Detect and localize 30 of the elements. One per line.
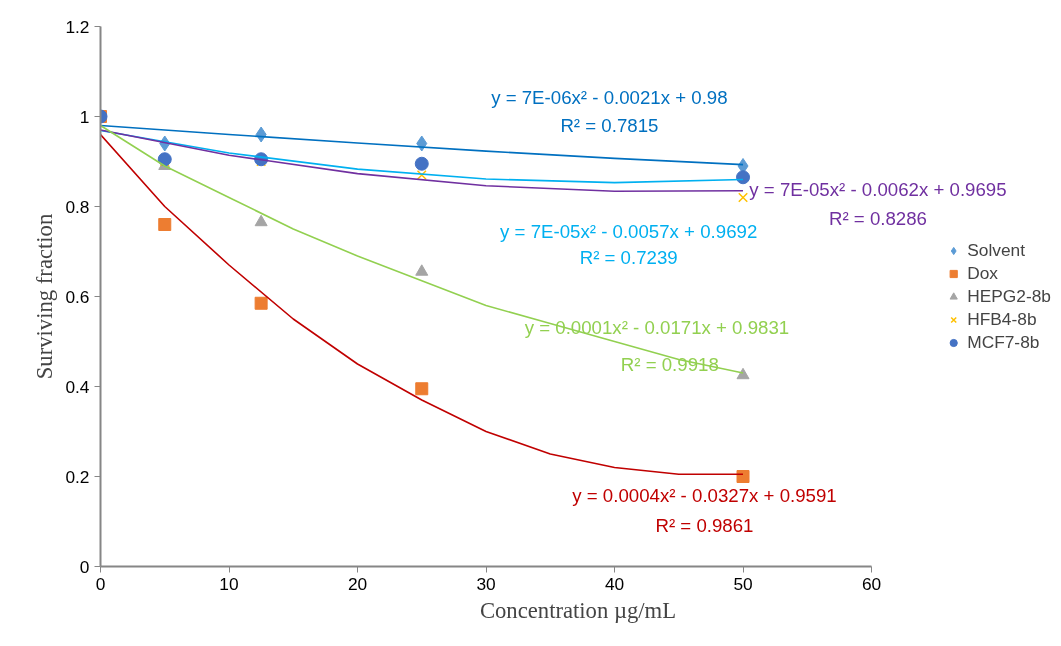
y-tick-label: 0.2 xyxy=(65,466,90,487)
annotation: y = 7E-06x² - 0.0021x + 0.98 xyxy=(491,87,728,109)
annotation: y = 7E-05x² - 0.0062x + 0.9695 xyxy=(749,179,1007,201)
x-tick-label: 40 xyxy=(604,573,625,594)
annotation: R² = 0.8286 xyxy=(828,207,927,229)
legend-label: MCF7-8b xyxy=(967,331,1040,353)
annotation: y = 7E-05x² - 0.0057x + 0.9692 xyxy=(500,221,758,243)
annotation: R² = 0.7239 xyxy=(579,247,678,269)
y-tick-label: 0.8 xyxy=(65,196,90,217)
y-tick-label: 1 xyxy=(79,106,90,127)
legend-label: HFB4-8b xyxy=(967,308,1037,330)
x-tick-label: 20 xyxy=(347,573,368,594)
y-tick-label: 1.2 xyxy=(65,16,90,37)
y-tick-label: 0.4 xyxy=(65,376,90,397)
x-tick-label: 10 xyxy=(219,573,239,594)
legend-label: Dox xyxy=(967,262,999,284)
y-tick-label: 0.6 xyxy=(65,286,90,307)
x-axis-title: Concentration µg/mL xyxy=(479,597,677,623)
legend-label: HEPG2-8b xyxy=(967,285,1051,307)
x-tick-label: 30 xyxy=(476,573,496,594)
annotation: y = 0.0004x² - 0.0327x + 0.9591 xyxy=(572,484,837,506)
legend-label: Solvent xyxy=(967,239,1026,261)
y-tick-label: 0 xyxy=(79,556,90,577)
annotation: R² = 0.9861 xyxy=(655,514,754,536)
x-tick-label: 50 xyxy=(733,573,753,594)
x-tick-label: 60 xyxy=(861,573,882,594)
annotation: R² = 0.7815 xyxy=(560,115,659,137)
y-axis-title: Surviving fraction xyxy=(32,213,58,380)
annotation: R² = 0.9918 xyxy=(620,354,719,376)
x-tick-label: 0 xyxy=(95,573,106,594)
